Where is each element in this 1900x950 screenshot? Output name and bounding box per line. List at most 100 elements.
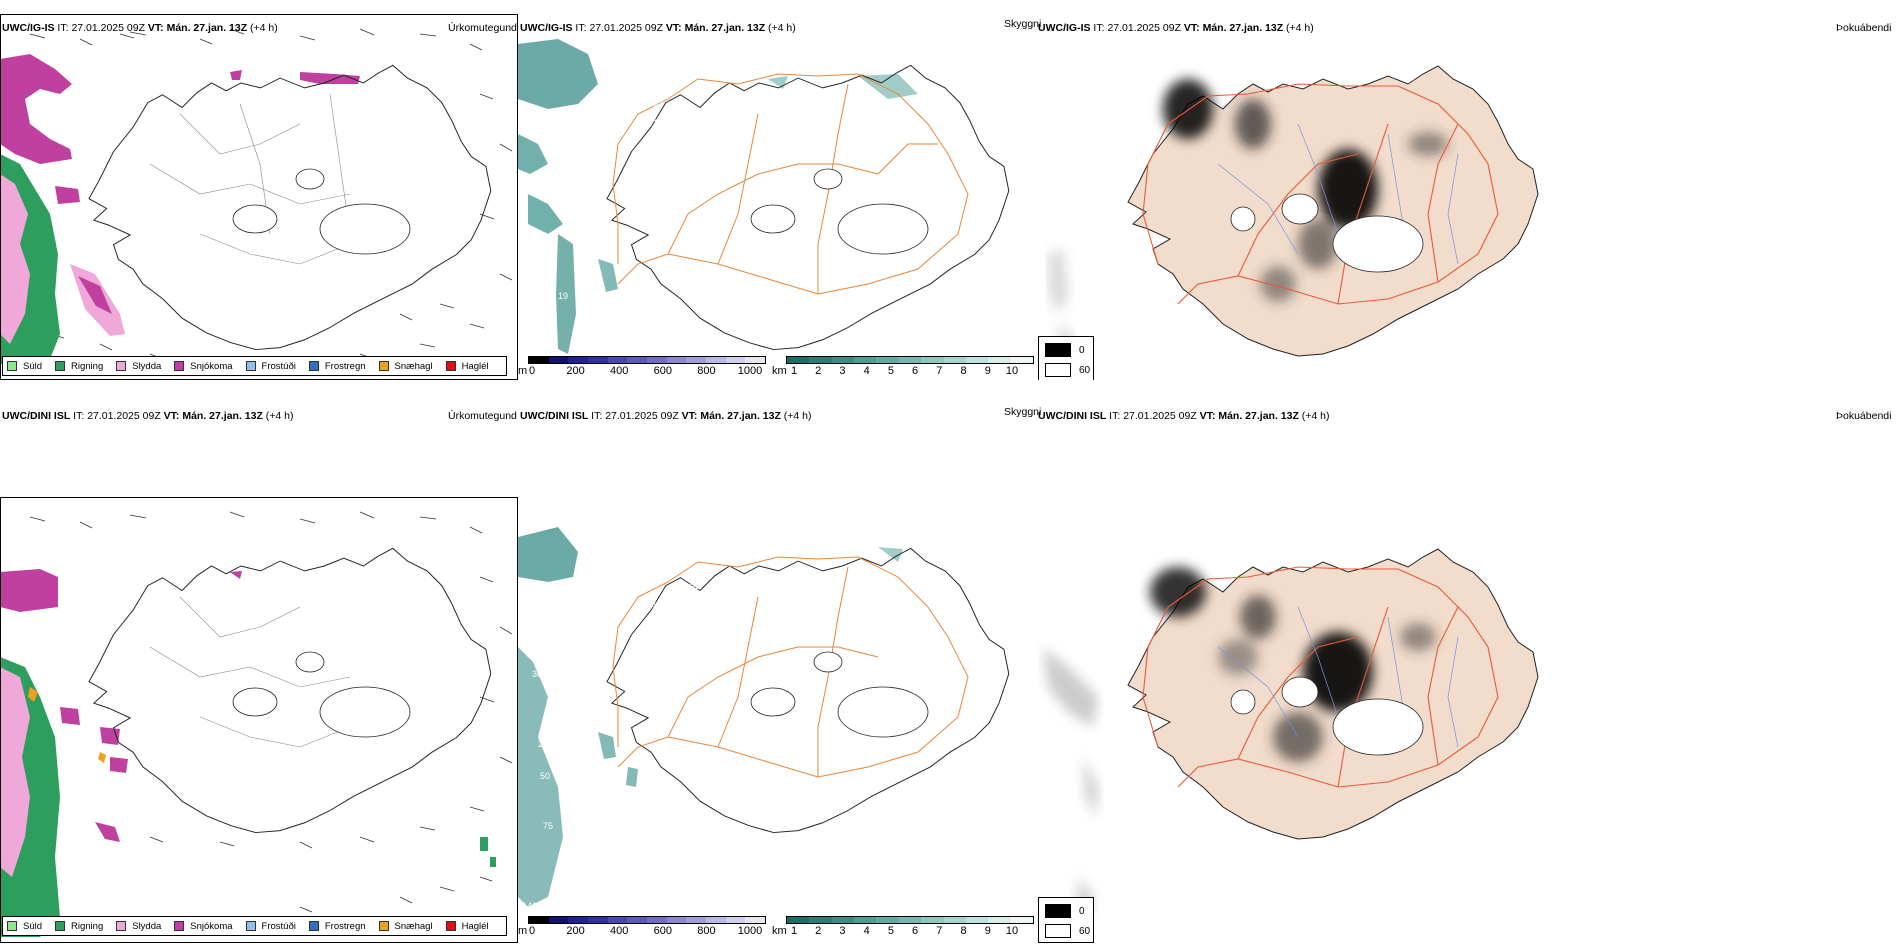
fog-legend-value: 0	[1079, 344, 1085, 356]
colorbar-tick: 2	[815, 925, 822, 937]
ice-pellets-area	[28, 687, 106, 763]
lead-time: (+4 h)	[250, 22, 278, 34]
legend-label: Súld	[23, 920, 43, 932]
sleet-area	[0, 667, 30, 877]
legend-item-2: Slydda	[116, 361, 161, 372]
visibility-svg-1: 132 12 21 32 50 331 80 204 19 76	[518, 39, 1010, 354]
legend-swatch	[445, 361, 456, 371]
legend-item-6: Snæhagl	[378, 361, 433, 372]
colorbar-tick: 10	[1005, 925, 1019, 937]
it-value: 27.01.2025 09Z	[87, 410, 161, 422]
header-fog-1: UWC/IG-IS IT: 27.01.2025 09Z VT: Mán. 27…	[1038, 22, 1314, 34]
legend-swatch	[245, 361, 256, 371]
low-visibility-area-3	[556, 234, 576, 354]
legend-label: Frostúði	[261, 360, 296, 372]
legend-label: Rigning	[71, 360, 104, 372]
map-label: 37	[662, 601, 672, 611]
map-label: 32	[654, 118, 664, 128]
it-label: IT:	[1093, 22, 1105, 34]
height-colorbar-2: m 0 200 400 600 800 1000	[518, 916, 768, 937]
vt-label: VT:	[681, 410, 698, 422]
legend-swatch	[7, 921, 17, 931]
colorbar-tick: 800	[697, 925, 716, 937]
roads	[612, 556, 969, 778]
visibility-colorbar-1: km 1 2 3 4 5 6 7 8 9 10	[772, 356, 1034, 377]
legend-swatch	[55, 361, 66, 371]
snow-area-2	[78, 276, 112, 314]
glaciers	[750, 168, 929, 255]
fog-legend-swatch	[1045, 904, 1071, 918]
lead-time: (+4 h)	[768, 22, 796, 34]
sleet-area	[0, 174, 30, 344]
it-label: IT:	[57, 22, 69, 34]
map-label: 208	[538, 739, 553, 749]
low-visibility-area	[518, 527, 578, 582]
rivers	[149, 93, 351, 265]
fog-index-map-1: 0 60	[1038, 14, 1900, 380]
fog-legend-swatch	[1045, 924, 1071, 938]
wind-barbs	[29, 511, 513, 913]
legend-item-7: Haglél	[445, 920, 489, 932]
legend-item-0: Súld	[7, 361, 42, 372]
precip-legend-1: Súld Rigning Slydda Snjókoma Frostúði Frostre…	[2, 356, 507, 376]
colorbar-tick: 0	[528, 365, 536, 377]
rivers	[149, 596, 351, 748]
fog-legend-value: 60	[1079, 364, 1091, 376]
legend-label: Haglél	[461, 920, 489, 932]
rivers	[1217, 606, 1459, 748]
low-visibility-area-5	[768, 74, 918, 99]
colorbar-tick: 7	[936, 925, 943, 937]
map-label: 75	[543, 821, 553, 831]
vt-label: VT:	[147, 22, 164, 34]
fog-index-svg-1	[1048, 65, 1539, 364]
roads	[1142, 566, 1499, 788]
title-precip-2: Úrkomutegund	[448, 410, 517, 422]
glaciers	[232, 168, 411, 255]
it-label: IT:	[73, 410, 85, 422]
colorbar-tick: 400	[610, 365, 629, 377]
map-label: 50	[588, 186, 598, 196]
height-labels-sea: 80 204 19 76	[536, 231, 612, 344]
colorbar-unit: m	[518, 925, 528, 937]
fog-legend-row: 0	[1045, 343, 1085, 357]
colorbar-unit: m	[518, 365, 528, 377]
vt-label: VT:	[1199, 410, 1216, 422]
colorbar-tick: 7	[936, 365, 943, 377]
it-value: 27.01.2025 09Z	[605, 410, 679, 422]
it-value: 27.01.2025 09Z	[1107, 22, 1181, 34]
fog-legend-row: 0	[1045, 904, 1085, 918]
colorbar-tick: 1	[790, 925, 798, 937]
legend-item-7: Haglél	[445, 361, 489, 372]
map-label: 50	[540, 771, 550, 781]
legend-label: Súld	[23, 360, 43, 372]
colorbar-strip	[786, 916, 1034, 924]
map-label: 146	[522, 901, 537, 911]
map-label: 80	[538, 231, 548, 241]
precip-type-svg-1	[0, 28, 513, 369]
colorbar-strip	[528, 916, 766, 924]
legend-item-4: Frostúði	[245, 921, 296, 932]
vt-label: VT:	[1183, 22, 1200, 34]
glaciers	[1230, 193, 1424, 273]
it-label: IT:	[1109, 410, 1121, 422]
lead-time: (+4 h)	[1286, 22, 1314, 34]
legend-swatch	[174, 921, 185, 931]
precip-type-map-1: Súld Rigning Slydda Snjókoma Frostúði Frostre…	[0, 14, 518, 380]
colorbar-tick: 3	[839, 365, 846, 377]
colorbar-tick: 4	[863, 925, 870, 937]
colorbar-tick: 400	[610, 925, 629, 937]
low-visibility-area-4	[878, 547, 903, 562]
colorbar-tick: 1000	[737, 925, 763, 937]
legend-label: Snæhagl	[394, 920, 433, 932]
colorbar-tick: 6	[912, 925, 919, 937]
fog-legend-1: 0 60	[1038, 336, 1094, 380]
colorbar-tick: 600	[653, 365, 672, 377]
fog-shading	[1150, 567, 1436, 762]
it-value: 27.01.2025 09Z	[71, 22, 145, 34]
low-visibility-area-3	[598, 732, 638, 787]
map-label: 303	[532, 669, 547, 679]
map-label: 204	[536, 284, 551, 294]
fog-index-map-2: 0 60	[1038, 497, 1900, 943]
it-value: 27.01.2025 09Z	[1123, 410, 1197, 422]
map-label: 19	[558, 291, 568, 301]
